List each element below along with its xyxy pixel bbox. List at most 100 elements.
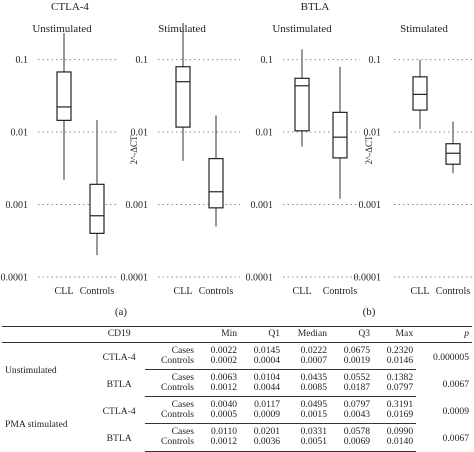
x-tick-label: CLL (411, 286, 430, 297)
y-tick-label: 0.001 (126, 200, 149, 211)
value-cell: 0.0222 (300, 345, 328, 356)
value-cell: 0.0036 (240, 437, 284, 452)
statistics-table: CD19 Min Q1 Median Q3 Max p Unstimulated… (2, 326, 472, 452)
value-cell: 0.0051 (283, 437, 331, 452)
value-cell: 0.0012 (197, 383, 241, 398)
header-median: Median (283, 326, 331, 343)
y-tick-label: 0.001 (6, 200, 29, 211)
table-row: Controls 0.0005 0.0009 0.0015 0.0043 0.0169 (2, 410, 472, 425)
table-row: PMA stimulated CTLA-4 Cases 0.0040 0.0117 0.0… (2, 397, 472, 430)
header-max: Max (373, 326, 417, 343)
y-tick-label: 0.01 (364, 128, 382, 139)
y-tick-label: 0.1 (369, 55, 382, 66)
condition-label: Unstimulated (5, 365, 57, 377)
subplot-title: Unstimulated (32, 23, 92, 35)
panel-a-label: (a) (115, 306, 128, 318)
y-tick-label: 0.0001 (121, 273, 149, 284)
y-tick-label: 0.001 (359, 200, 382, 211)
subplot-title: Unstimulated (272, 23, 332, 35)
value-cell: 0.0043 (330, 410, 374, 425)
y-axis-label: 2^-ΔCT (364, 135, 374, 165)
y-tick-label: 0.01 (131, 128, 149, 139)
x-tick-label: Controls (436, 286, 471, 297)
group-label: Cases (171, 399, 195, 411)
value-cell: 0.0009 (240, 410, 284, 425)
box-controls (208, 158, 224, 209)
value-cell: 0.0117 (254, 399, 281, 411)
group-label: Cases (171, 426, 195, 438)
x-tick-label: CLL (293, 286, 312, 297)
value-cell: 0.0007 (283, 356, 331, 371)
group-label: Controls (145, 356, 198, 371)
box-cll (175, 66, 191, 128)
y-tick-label: 0.1 (261, 55, 274, 66)
value-cell: 0.0019 (330, 356, 374, 371)
value-cell: 0.0110 (211, 426, 238, 438)
header-q1: Q1 (240, 326, 284, 343)
value-cell: 0.0040 (210, 399, 238, 411)
value-cell: 0.0675 (343, 345, 371, 356)
panel-title-0: CTLA-4 (51, 1, 89, 13)
y-tick-label: 0.001 (251, 200, 274, 211)
x-tick-label: Controls (199, 286, 234, 297)
y-axis-label: 2^-ΔCT (129, 135, 139, 165)
y-tick-label: 0.1 (136, 55, 149, 66)
header-min: Min (197, 326, 241, 343)
group-label: Cases (171, 372, 195, 384)
value-cell: 0.0552 (343, 372, 371, 384)
y-tick-label: 0.0001 (1, 273, 29, 284)
value-cell: 0.0002 (197, 356, 241, 371)
x-tick-label: Controls (323, 286, 358, 297)
box-cll (56, 71, 72, 121)
value-cell: 0.0004 (240, 356, 284, 371)
value-cell: 0.0990 (386, 426, 414, 438)
value-cell: 0.0022 (210, 345, 238, 356)
y-tick-label: 0.01 (11, 128, 29, 139)
table-body: Unstimulated CTLA-4 Cases 0.0022 0.0145 0.022… (2, 343, 472, 452)
group-label: Cases (171, 345, 195, 356)
group-label: Controls (145, 437, 198, 452)
value-cell: 0.0063 (210, 372, 238, 384)
value-cell: 0.0797 (373, 383, 417, 398)
group-label: Controls (145, 410, 198, 425)
value-cell: 0.0435 (300, 372, 328, 384)
value-cell: 0.0104 (253, 372, 281, 384)
y-tick-label: 0.0001 (246, 273, 274, 284)
box-cll (294, 77, 310, 132)
value-cell: 0.0169 (373, 410, 417, 425)
value-cell: 0.0005 (197, 410, 241, 425)
value-cell: 0.2320 (386, 345, 414, 356)
gene-label: CTLA-4 (102, 405, 136, 417)
value-cell: 0.0201 (253, 426, 281, 438)
table-row: Controls 0.0002 0.0004 0.0007 0.0019 0.0146 (2, 356, 472, 371)
gene-label: CTLA-4 (102, 351, 136, 363)
header-q3: Q3 (330, 326, 374, 343)
value-cell: 0.0015 (283, 410, 331, 425)
table-row: Unstimulated CTLA-4 Cases 0.0022 0.0145 0.022… (2, 343, 472, 376)
box-cll (412, 76, 428, 111)
subplot-title: Stimulated (158, 23, 206, 35)
value-cell: 0.3191 (386, 399, 414, 411)
value-cell: 0.0146 (373, 356, 417, 371)
subplot-title: Stimulated (400, 23, 448, 35)
value-cell: 0.0797 (343, 399, 371, 411)
panel-b-label: (b) (363, 306, 376, 318)
box-controls (89, 183, 105, 234)
value-cell: 0.0331 (300, 426, 328, 438)
table-header-row: CD19 Min Q1 Median Q3 Max p (2, 326, 472, 343)
value-cell: 0.0069 (330, 437, 374, 452)
x-tick-label: CLL (174, 286, 193, 297)
p-value: 0.0009 (442, 405, 469, 417)
value-cell: 0.0187 (330, 383, 374, 398)
x-tick-label: Controls (80, 286, 115, 297)
value-cell: 0.0578 (343, 426, 371, 438)
value-cell: 0.0140 (373, 437, 417, 452)
panel-title-1: BTLA (301, 1, 330, 13)
table-row: BTLA Cases 0.0063 0.0104 0.0435 0.0552 0.1382 0… (2, 370, 472, 389)
group-label: Controls (145, 383, 198, 398)
condition-label: PMA stimulated (5, 419, 68, 431)
boxplot-figure: (a) (b) CTLA-4 0.0001 0.001 0.01 0.1 Unstimul… (1, 1, 472, 318)
p-value: 0.000005 (433, 351, 469, 363)
table-row: Controls 0.0012 0.0044 0.0085 0.0187 0.0797 (2, 383, 472, 398)
table-row: BTLA Cases 0.0110 0.0201 0.0331 0.0578 0.0990 0… (2, 424, 472, 443)
